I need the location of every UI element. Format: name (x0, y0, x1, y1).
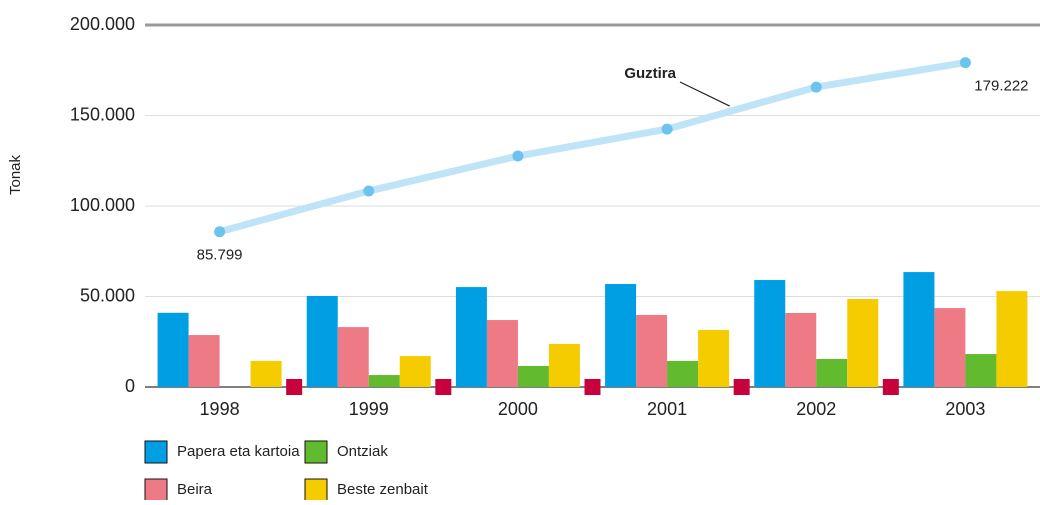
series-label: Guztira (624, 65, 676, 82)
separator (435, 379, 452, 395)
y-tick-label: 50.000 (80, 285, 135, 305)
legend-swatch (304, 478, 328, 502)
separator (733, 379, 750, 395)
line-point (363, 185, 375, 197)
line-point (959, 57, 971, 69)
bar (306, 295, 338, 387)
legend-label: Beira (177, 481, 213, 498)
bar (816, 358, 848, 387)
legend-swatch (144, 440, 168, 464)
legend-swatch (144, 478, 168, 502)
line-point (810, 81, 822, 93)
y-tick-label: 0 (125, 376, 135, 396)
line-point (661, 123, 673, 135)
bar (667, 360, 699, 387)
data-label: 85.799 (197, 247, 243, 264)
line-point (214, 226, 226, 238)
y-axis-label: Tonak (7, 154, 24, 195)
bar (698, 329, 730, 387)
line (216, 59, 969, 236)
x-tick-label: 2003 (945, 399, 985, 419)
bar (188, 335, 220, 387)
bar (337, 327, 369, 387)
x-tick-label: 1999 (349, 399, 389, 419)
x-tick-label: 2002 (796, 399, 836, 419)
bar (996, 291, 1028, 387)
legend-label: Papera eta kartoia (177, 443, 300, 460)
y-tick-label: 200.000 (70, 14, 135, 34)
bar (486, 320, 518, 387)
separator (882, 379, 899, 395)
bar (399, 356, 431, 387)
bar (754, 280, 786, 387)
bar (847, 299, 879, 387)
bar (785, 312, 817, 387)
separator (286, 379, 303, 395)
bar (636, 314, 668, 387)
legend-swatch (304, 440, 328, 464)
bar (455, 287, 487, 387)
bar (605, 284, 637, 387)
legend-label: Beste zenbait (337, 481, 429, 498)
leader-line (679, 81, 730, 107)
y-tick-label: 100.000 (70, 195, 135, 215)
bar (965, 354, 997, 387)
y-tick-label: 150.000 (70, 104, 135, 124)
legend-label: Ontziak (337, 443, 388, 460)
x-tick-label: 1998 (200, 399, 240, 419)
x-tick-label: 2001 (647, 399, 687, 419)
data-label: 179.222 (974, 78, 1028, 95)
x-tick-label: 2000 (498, 399, 538, 419)
bar (903, 272, 935, 387)
bar (517, 366, 549, 387)
bar (548, 343, 580, 387)
bar (368, 375, 400, 387)
separator (584, 379, 601, 395)
line-point (512, 150, 524, 162)
bar (934, 308, 966, 387)
bar (250, 360, 282, 387)
bar (157, 312, 189, 387)
